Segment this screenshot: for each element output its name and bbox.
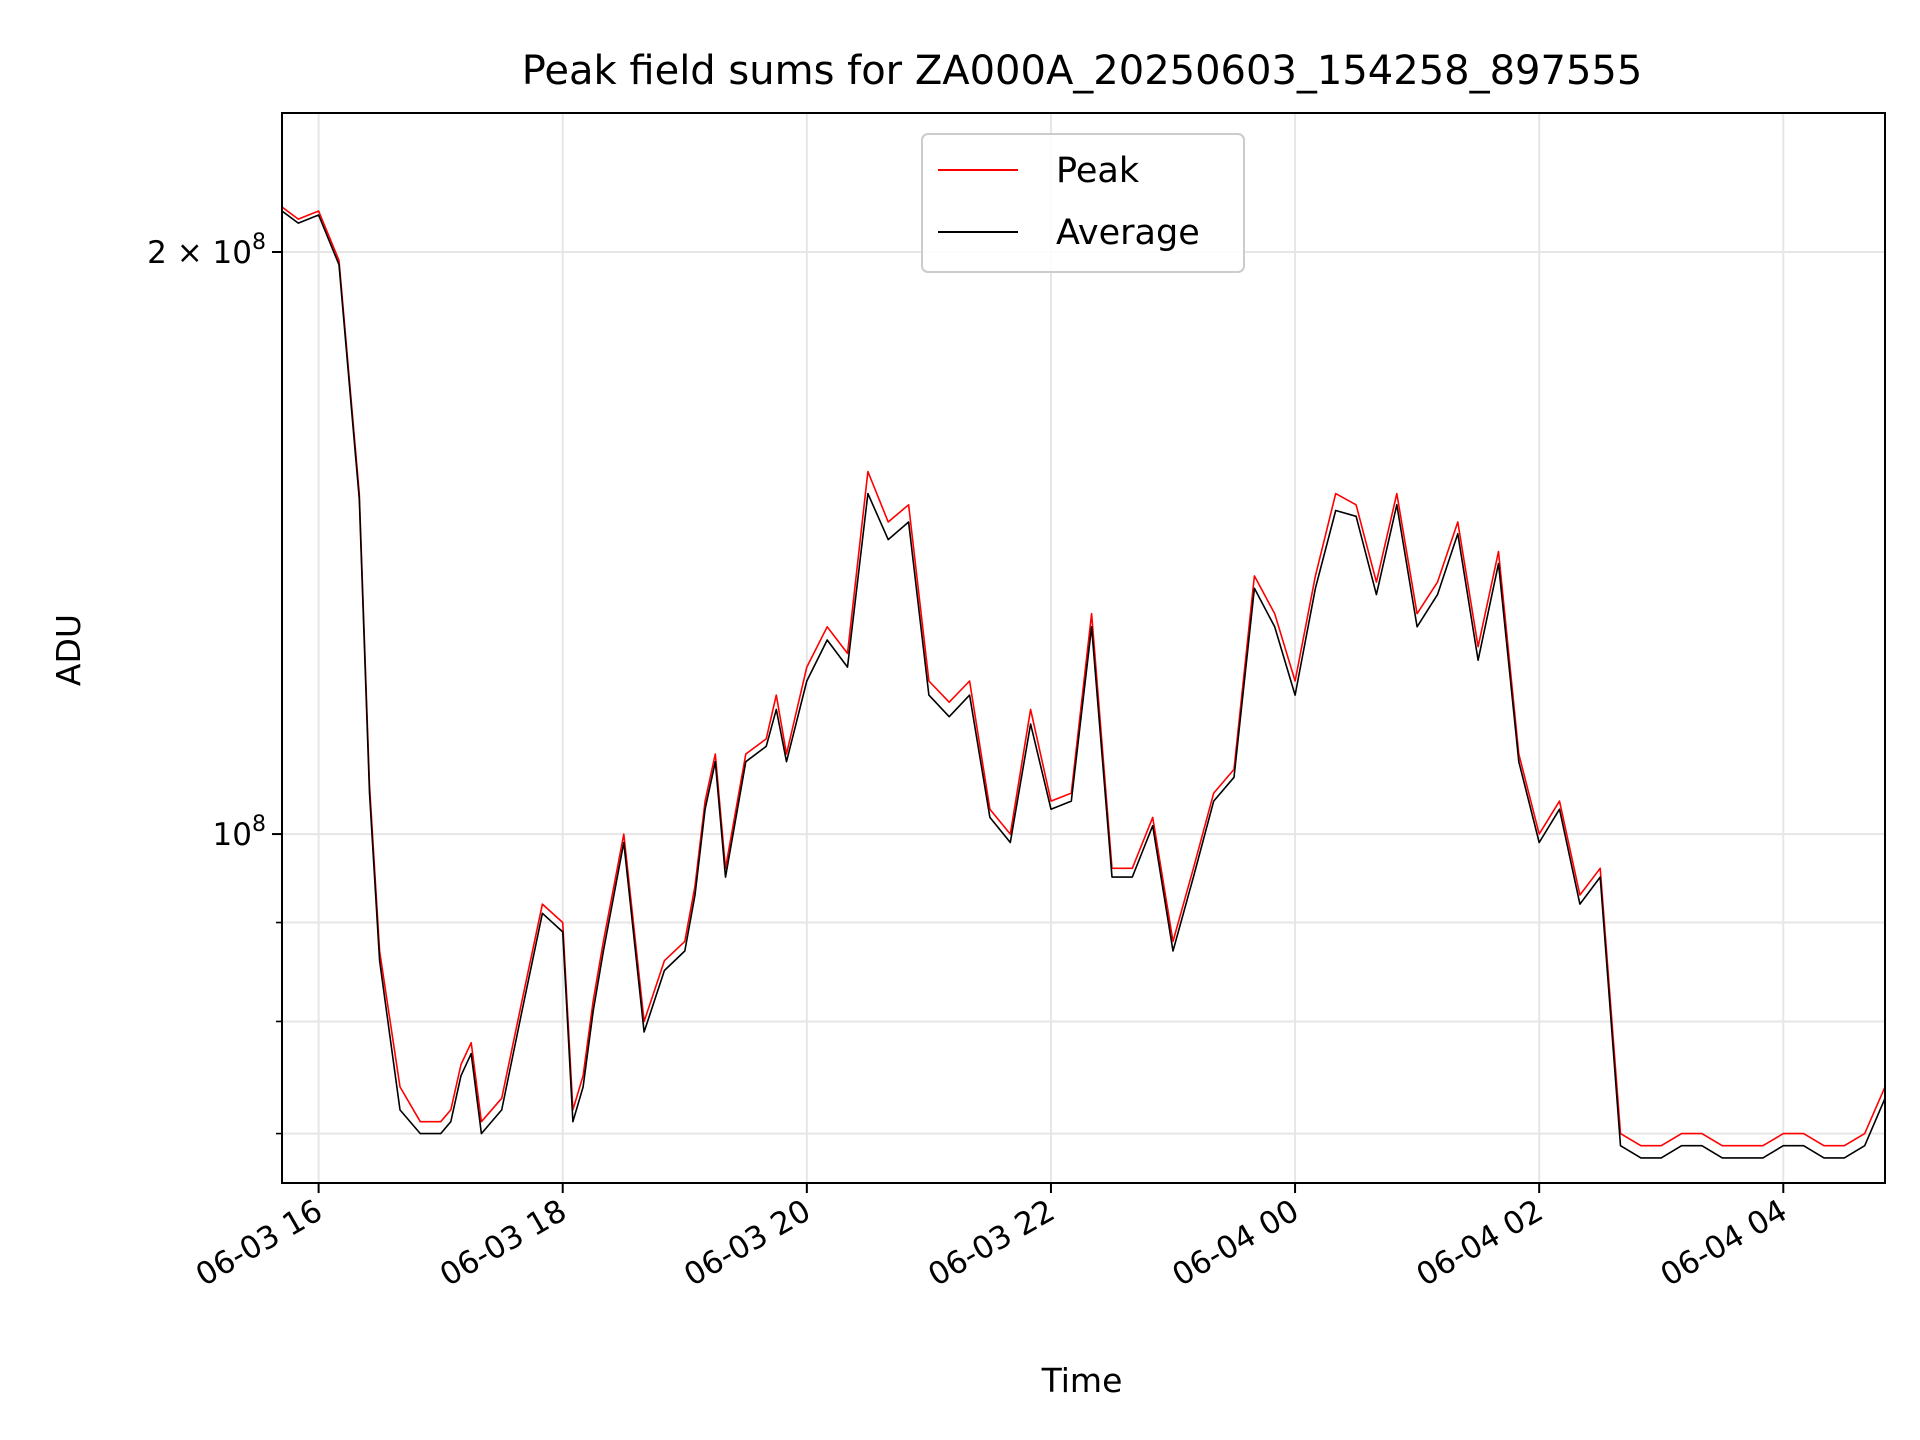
series-area: [282, 206, 1885, 1159]
y-tick-label: 2 × 108: [147, 230, 266, 271]
series-line-average: [282, 210, 1885, 1159]
legend-box: [921, 133, 1245, 273]
grid: [282, 113, 1885, 1183]
legend: Peak Average: [921, 133, 1245, 273]
chart-title: Peak field sums for ZA000A_20250603_1542…: [522, 48, 1643, 94]
legend-label-peak: Peak: [1056, 151, 1140, 191]
legend-label-average: Average: [1056, 213, 1200, 253]
y-axis: 2 × 108 108: [147, 230, 282, 1135]
series-line-peak: [282, 206, 1885, 1147]
y-axis-title: ADU: [49, 614, 88, 686]
x-axis-title: Time: [1041, 1361, 1123, 1400]
y-tick-label: 108: [213, 812, 266, 853]
plot-frame: [281, 112, 1886, 1184]
